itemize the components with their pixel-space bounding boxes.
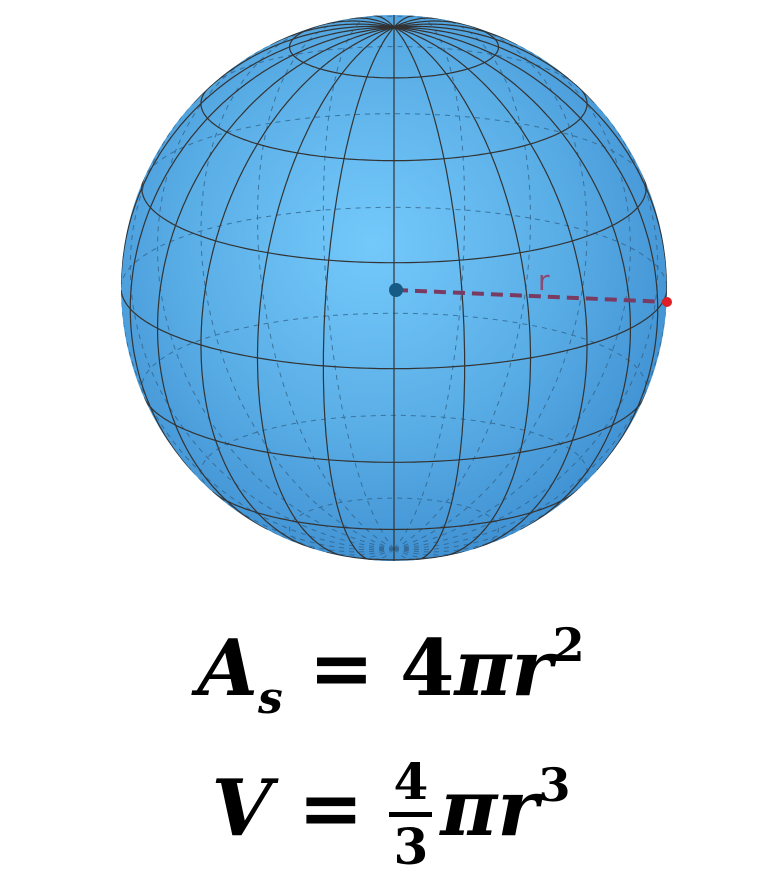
- longitude-line: [393, 548, 474, 556]
- longitude-line: [257, 18, 395, 550]
- longitude-line: [393, 20, 471, 28]
- latitude-line: [288, 497, 500, 553]
- latitude-line: [394, 178, 647, 264]
- longitude-line: [393, 25, 595, 104]
- area-radius-variable: r: [511, 623, 553, 714]
- longitude-line: [314, 548, 395, 556]
- latitude-line: [210, 45, 577, 87]
- latitude-line: [394, 23, 500, 79]
- latitude-line: [121, 206, 667, 291]
- longitude-line: [200, 25, 395, 550]
- surface-area-formula: As = 4πr2: [0, 590, 782, 724]
- volume-pi: π: [440, 763, 498, 854]
- latitude-line: [394, 395, 646, 463]
- area-coefficient: 4: [400, 623, 455, 714]
- longitude-line: [393, 529, 521, 553]
- volume-radius-variable: r: [497, 763, 539, 854]
- radius-line: [395, 288, 668, 304]
- area-subscript: s: [257, 673, 283, 724]
- longitude-line: [200, 26, 395, 550]
- area-pi: π: [454, 623, 512, 714]
- longitude-line: [393, 25, 588, 550]
- longitude-line: [393, 44, 631, 550]
- area-exponent: 2: [552, 618, 585, 672]
- latitude-line: [288, 23, 394, 79]
- fraction-denominator: 3: [393, 817, 429, 876]
- volume-exponent: 3: [538, 758, 571, 812]
- area-symbol: A: [197, 623, 258, 714]
- longitude-line: [322, 15, 395, 550]
- latitude-line: [394, 84, 588, 162]
- longitude-line: [129, 26, 395, 471]
- volume-formula: V = 4 3 πr3: [0, 715, 782, 875]
- latitude-line: [394, 551, 465, 561]
- area-equals: =: [308, 623, 375, 714]
- fraction-bar: [389, 812, 433, 817]
- sphere-diagram: r: [121, 15, 672, 561]
- fraction-numerator: 4: [393, 752, 429, 811]
- longitude-line: [121, 26, 394, 284]
- longitude-line: [393, 26, 466, 561]
- longitude-line: [157, 44, 395, 550]
- longitude-line: [393, 15, 415, 28]
- longitude-line: [393, 26, 532, 558]
- volume-equals: =: [298, 763, 364, 854]
- longitude-line: [393, 17, 439, 28]
- longitude-line: [393, 18, 531, 550]
- longitude-line: [393, 102, 659, 550]
- radius-label: r: [538, 264, 550, 297]
- longitude-line: [372, 548, 395, 561]
- longitude-line: [267, 529, 395, 553]
- surface-point: [662, 297, 672, 307]
- latitude-line: [141, 312, 647, 398]
- latitude-line: [200, 414, 588, 492]
- center-point: [389, 283, 403, 297]
- longitude-line: [270, 23, 395, 46]
- longitude-line: [317, 20, 395, 28]
- latitude-line: [143, 397, 394, 463]
- latitude-line: [141, 180, 394, 264]
- latitude-line: [211, 491, 395, 531]
- longitude-line: [349, 17, 395, 28]
- longitude-line: [373, 15, 395, 28]
- longitude-line: [393, 26, 631, 531]
- longitude-line: [393, 26, 588, 550]
- longitude-line: [394, 26, 667, 288]
- longitude-line: [129, 102, 395, 550]
- longitude-line: [393, 23, 518, 46]
- sphere-visible-grid: [121, 15, 667, 561]
- longitude-line: [256, 26, 395, 558]
- longitude-line: [393, 15, 466, 550]
- longitude-line: [393, 26, 659, 471]
- volume-symbol: V: [211, 763, 273, 854]
- latitude-line: [121, 290, 395, 370]
- longitude-line: [393, 548, 416, 561]
- longitude-line: [121, 283, 394, 550]
- longitude-line: [322, 26, 395, 561]
- latitude-line: [393, 285, 667, 370]
- latitude-line: [326, 551, 394, 561]
- longitude-line: [157, 26, 395, 531]
- longitude-line: [193, 25, 395, 104]
